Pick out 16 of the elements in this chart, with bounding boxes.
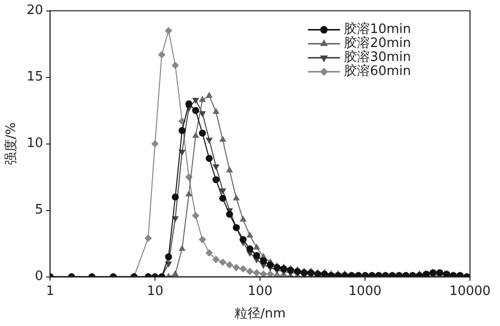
x-tick-label: 10 xyxy=(146,284,164,299)
y-tick-label: 0 xyxy=(34,269,44,284)
x-tick-label: 10000 xyxy=(449,284,491,299)
y-tick-label: 20 xyxy=(26,3,44,18)
x-tick-label: 100 xyxy=(248,284,272,299)
y-tick-label: 15 xyxy=(26,70,44,85)
y-tick-label: 5 xyxy=(34,202,44,218)
x-axis-title: 粒径/nm xyxy=(234,306,286,322)
legend-label: 胶溶30min xyxy=(344,49,412,66)
legend-label: 胶溶20min xyxy=(344,35,412,52)
y-axis-title: 强度/% xyxy=(3,122,20,166)
legend-label: 胶溶60min xyxy=(344,63,412,80)
x-tick-label: 1000 xyxy=(348,284,382,299)
legend-label: 胶溶10min xyxy=(344,21,412,38)
x-tick-label: 1 xyxy=(46,284,54,299)
y-tick-label: 10 xyxy=(26,136,44,152)
